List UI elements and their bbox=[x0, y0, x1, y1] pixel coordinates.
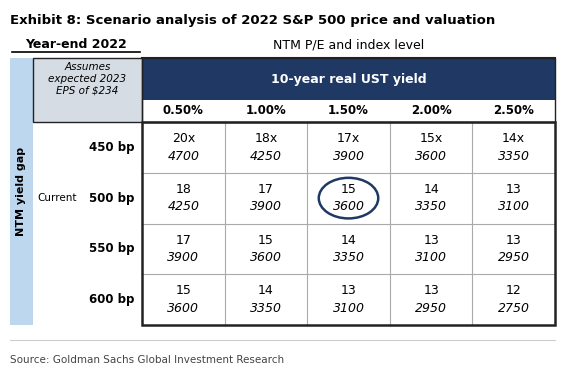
Bar bbox=[142, 122, 555, 325]
Text: 3900: 3900 bbox=[332, 149, 364, 162]
Text: 3350: 3350 bbox=[498, 149, 530, 162]
Text: 14: 14 bbox=[258, 285, 274, 298]
Bar bbox=[33, 122, 142, 173]
Text: 500 bp: 500 bp bbox=[89, 192, 135, 204]
Text: NTM yield gap: NTM yield gap bbox=[17, 147, 26, 236]
Text: 17x: 17x bbox=[337, 132, 360, 145]
Bar bbox=[10, 58, 142, 100]
Bar bbox=[142, 58, 555, 122]
Text: 4700: 4700 bbox=[167, 149, 199, 162]
Text: 3900: 3900 bbox=[167, 251, 199, 264]
Bar bbox=[142, 58, 555, 100]
Text: 13: 13 bbox=[423, 234, 439, 247]
Text: 13: 13 bbox=[506, 234, 521, 247]
Text: 3100: 3100 bbox=[415, 251, 447, 264]
Text: 3350: 3350 bbox=[332, 251, 364, 264]
Text: 18: 18 bbox=[175, 183, 191, 196]
Text: 3350: 3350 bbox=[250, 302, 282, 315]
Text: 12: 12 bbox=[506, 285, 521, 298]
Text: 3900: 3900 bbox=[250, 200, 282, 213]
Text: NTM P/E and index level: NTM P/E and index level bbox=[273, 38, 424, 52]
Text: 2.00%: 2.00% bbox=[411, 104, 452, 117]
Text: 3600: 3600 bbox=[167, 302, 199, 315]
Bar bbox=[142, 274, 555, 325]
Text: 550 bp: 550 bp bbox=[89, 243, 135, 255]
Bar bbox=[33, 58, 142, 122]
Bar bbox=[33, 224, 142, 274]
Text: Exhibit 8: Scenario analysis of 2022 S&P 500 price and valuation: Exhibit 8: Scenario analysis of 2022 S&P… bbox=[10, 14, 495, 27]
Text: 600 bp: 600 bp bbox=[89, 293, 135, 306]
Text: 10-year real UST yield: 10-year real UST yield bbox=[271, 72, 427, 85]
Text: Assumes
expected 2023
EPS of $234: Assumes expected 2023 EPS of $234 bbox=[49, 62, 127, 95]
Text: 14: 14 bbox=[341, 234, 356, 247]
Bar bbox=[142, 100, 555, 122]
Text: 15: 15 bbox=[340, 183, 356, 196]
Text: 15x: 15x bbox=[420, 132, 443, 145]
Bar bbox=[142, 173, 555, 224]
Text: 3100: 3100 bbox=[498, 200, 530, 213]
Text: 2950: 2950 bbox=[415, 302, 447, 315]
Text: 450 bp: 450 bp bbox=[89, 141, 135, 154]
Text: 0.50%: 0.50% bbox=[163, 104, 204, 117]
Bar bbox=[142, 32, 555, 58]
Text: 20x: 20x bbox=[172, 132, 195, 145]
Text: 15: 15 bbox=[258, 234, 274, 247]
Bar bbox=[33, 173, 142, 224]
Text: 17: 17 bbox=[258, 183, 274, 196]
Text: Current: Current bbox=[38, 193, 77, 203]
Text: 18x: 18x bbox=[254, 132, 278, 145]
Text: 3600: 3600 bbox=[415, 149, 447, 162]
Bar bbox=[10, 32, 142, 58]
Text: 1.00%: 1.00% bbox=[246, 104, 286, 117]
Text: 13: 13 bbox=[506, 183, 521, 196]
Text: 2750: 2750 bbox=[498, 302, 530, 315]
Text: 3100: 3100 bbox=[332, 302, 364, 315]
Text: 2950: 2950 bbox=[498, 251, 530, 264]
Text: 4250: 4250 bbox=[250, 149, 282, 162]
Text: 1.50%: 1.50% bbox=[328, 104, 369, 117]
Text: 14x: 14x bbox=[502, 132, 525, 145]
Bar bbox=[142, 224, 555, 274]
Text: 2.50%: 2.50% bbox=[493, 104, 534, 117]
Text: Year-end 2022: Year-end 2022 bbox=[25, 38, 127, 52]
Text: 14: 14 bbox=[423, 183, 439, 196]
Text: 15: 15 bbox=[175, 285, 191, 298]
Bar bbox=[10, 58, 33, 325]
Text: 3600: 3600 bbox=[332, 200, 364, 213]
Bar bbox=[10, 100, 142, 122]
Bar bbox=[142, 122, 555, 173]
Text: 3350: 3350 bbox=[415, 200, 447, 213]
Bar bbox=[33, 274, 142, 325]
Text: 4250: 4250 bbox=[167, 200, 199, 213]
Text: 3600: 3600 bbox=[250, 251, 282, 264]
Text: 17: 17 bbox=[175, 234, 191, 247]
Text: 13: 13 bbox=[423, 285, 439, 298]
Text: 13: 13 bbox=[341, 285, 356, 298]
Text: Source: Goldman Sachs Global Investment Research: Source: Goldman Sachs Global Investment … bbox=[10, 355, 284, 365]
